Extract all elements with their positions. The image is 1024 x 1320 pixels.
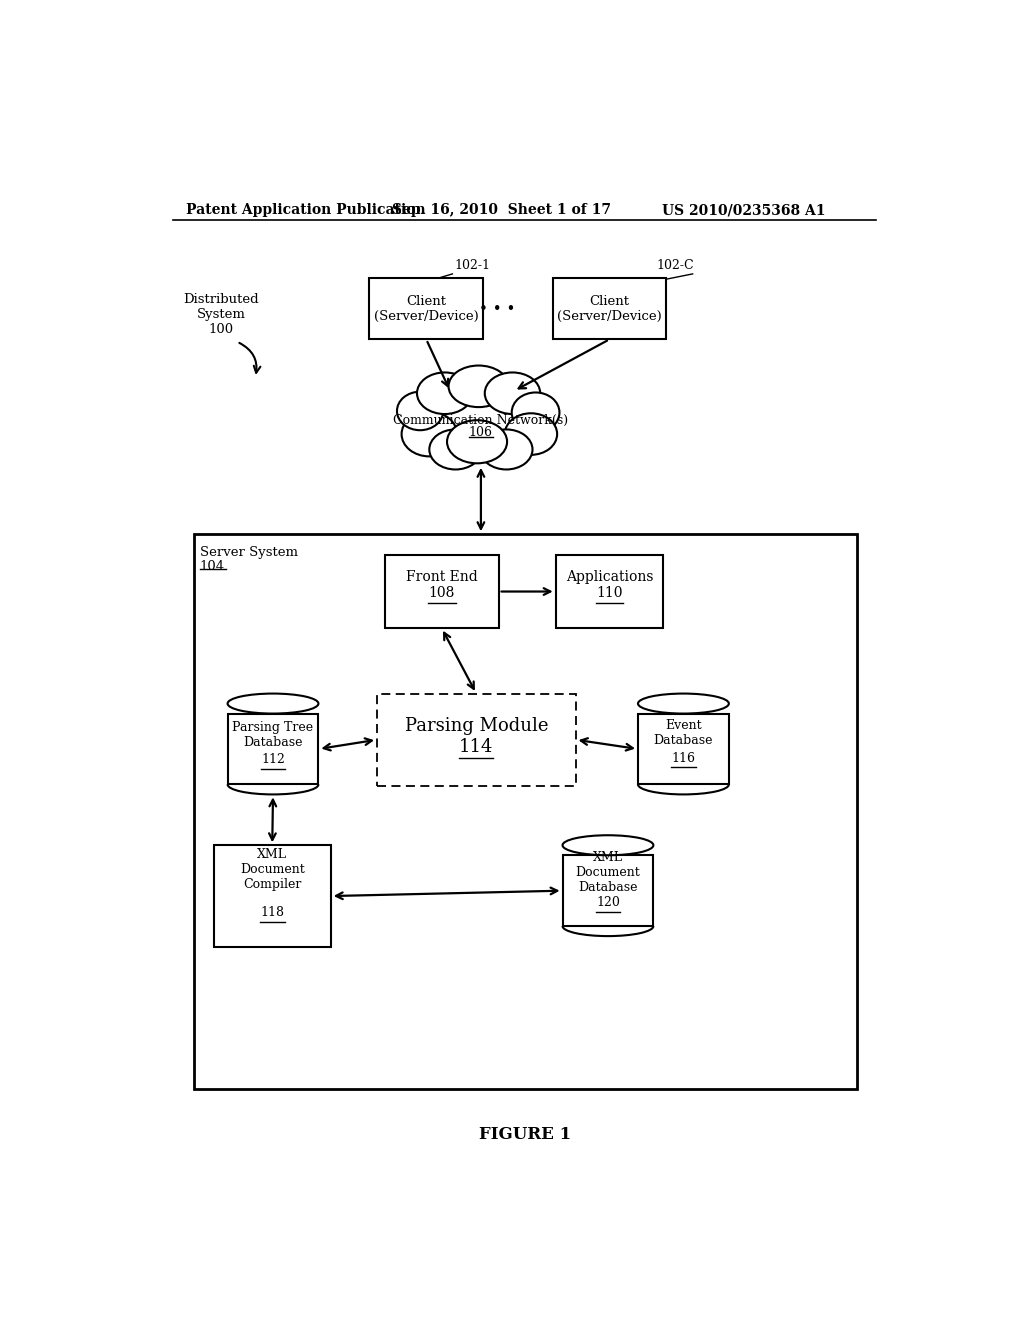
Ellipse shape (401, 412, 457, 457)
Text: Communication Network(s): Communication Network(s) (393, 413, 568, 426)
Text: FIGURE 1: FIGURE 1 (479, 1126, 570, 1143)
Text: Parsing Module: Parsing Module (404, 717, 548, 735)
Ellipse shape (449, 366, 509, 407)
Text: Parsing Tree
Database: Parsing Tree Database (232, 721, 313, 750)
Text: Event
Database: Event Database (653, 718, 713, 747)
Bar (194, 535, 857, 1089)
FancyArrowPatch shape (240, 343, 260, 372)
Ellipse shape (512, 392, 559, 433)
Text: 104: 104 (200, 561, 225, 573)
Ellipse shape (227, 693, 318, 714)
Ellipse shape (562, 836, 653, 855)
Bar (214, 845, 331, 946)
Bar (370, 277, 483, 339)
Text: 102-C: 102-C (656, 259, 694, 272)
Ellipse shape (480, 429, 532, 470)
Bar (562, 855, 653, 927)
Bar (227, 714, 318, 784)
Ellipse shape (417, 372, 472, 414)
Ellipse shape (484, 372, 541, 414)
Text: 116: 116 (672, 751, 695, 764)
Text: • • •: • • • (479, 302, 515, 317)
Text: 120: 120 (596, 896, 620, 909)
Text: 112: 112 (261, 754, 285, 767)
Text: XML
Document
Database: XML Document Database (575, 851, 640, 894)
Text: 106: 106 (469, 426, 493, 440)
Bar (385, 554, 499, 628)
Text: Distributed
System
100: Distributed System 100 (183, 293, 259, 337)
Ellipse shape (447, 420, 507, 463)
Text: 118: 118 (260, 907, 285, 920)
Text: XML
Document
Compiler: XML Document Compiler (240, 849, 304, 891)
Ellipse shape (505, 413, 557, 455)
Text: Patent Application Publication: Patent Application Publication (186, 203, 426, 216)
Text: 102-1: 102-1 (454, 259, 489, 272)
Ellipse shape (438, 387, 523, 454)
Text: Server System: Server System (200, 546, 298, 560)
Text: Front End: Front End (406, 569, 477, 583)
Ellipse shape (429, 429, 481, 470)
Text: Applications: Applications (565, 569, 653, 583)
Bar (556, 554, 664, 628)
Bar (377, 693, 575, 785)
Text: 108: 108 (428, 586, 455, 601)
Text: Sep. 16, 2010  Sheet 1 of 17: Sep. 16, 2010 Sheet 1 of 17 (392, 203, 611, 216)
Text: Client
(Server/Device): Client (Server/Device) (557, 294, 662, 322)
Bar (553, 277, 667, 339)
Text: US 2010/0235368 A1: US 2010/0235368 A1 (662, 203, 825, 216)
Ellipse shape (638, 693, 729, 714)
Text: 114: 114 (459, 738, 494, 756)
Ellipse shape (397, 392, 443, 430)
Text: Client
(Server/Device): Client (Server/Device) (374, 294, 478, 322)
Text: 110: 110 (596, 586, 623, 601)
Bar (638, 714, 729, 784)
